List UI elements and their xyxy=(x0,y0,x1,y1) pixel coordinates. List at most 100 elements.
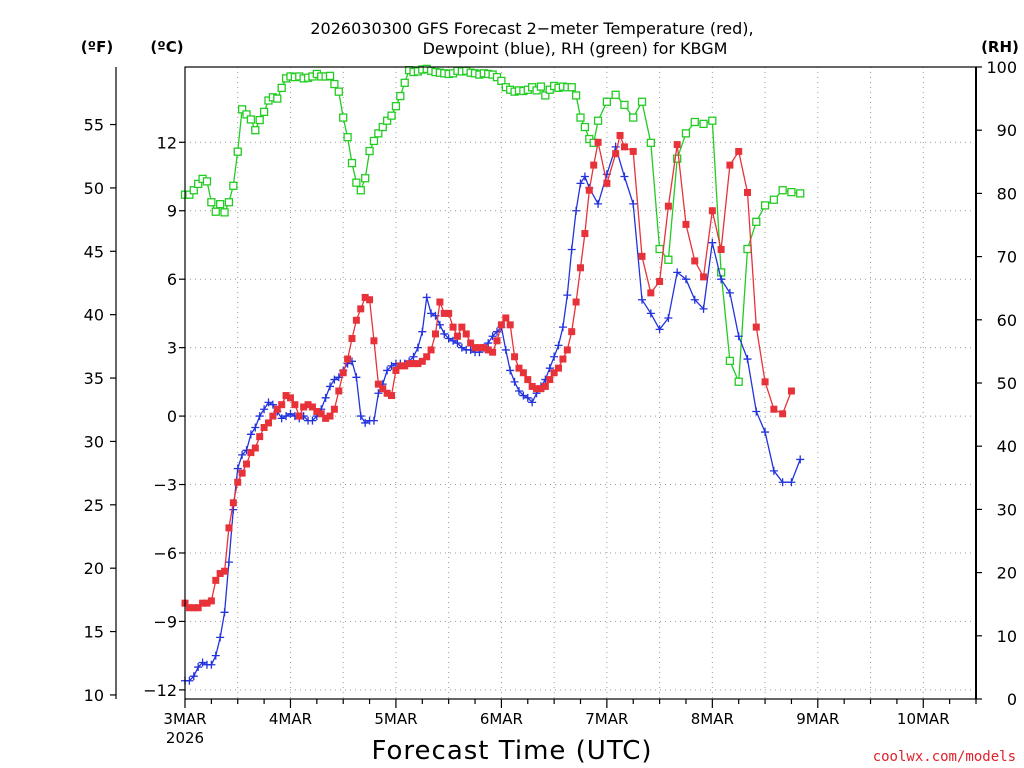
credit-link[interactable]: coolwx.com/models xyxy=(873,749,1016,765)
dewpoint-point xyxy=(646,309,655,318)
dewpoint-point xyxy=(629,199,638,208)
dewpoint-point xyxy=(638,295,647,304)
x-axis-title: Forecast Time (UTC) xyxy=(371,736,652,766)
dewpoint-point xyxy=(220,608,229,617)
temperature-point xyxy=(563,346,571,354)
temperature-point xyxy=(269,412,277,420)
temperature-point xyxy=(541,382,549,390)
rh-tick-label: 40 xyxy=(997,437,1017,456)
temperature-point xyxy=(761,378,769,386)
dewpoint-point xyxy=(352,373,361,382)
dewpoint-point xyxy=(185,676,194,685)
dewpoint-point xyxy=(361,418,370,427)
temperature-point xyxy=(427,346,435,354)
fahrenheit-tick-label: 10 xyxy=(84,686,104,705)
dewpoint-point xyxy=(268,400,277,409)
dewpoint-point xyxy=(484,339,493,348)
temperature-point xyxy=(515,364,523,372)
dewpoint-point xyxy=(673,268,682,277)
temperature-point xyxy=(537,385,545,393)
temperature-point xyxy=(493,337,501,345)
temperature-point xyxy=(339,369,347,377)
rh-point xyxy=(734,377,743,386)
temperature-point xyxy=(317,410,325,418)
temperature-point xyxy=(405,360,413,368)
temperature-point xyxy=(335,387,343,395)
axis-unit-celsius: (ºC) xyxy=(150,38,183,56)
plot-frame xyxy=(184,66,977,700)
rh-point xyxy=(378,122,387,132)
temperature-point xyxy=(348,335,356,343)
temperature-point xyxy=(190,604,198,612)
dewpoint-point xyxy=(572,206,581,215)
rh-point xyxy=(536,82,546,91)
dewpoint-point xyxy=(413,343,422,352)
temperature-point xyxy=(475,344,483,352)
dewpoint-point xyxy=(330,375,339,384)
rh-point xyxy=(273,94,282,103)
rh-tick-label: 100 xyxy=(986,58,1017,77)
temperature-point xyxy=(572,298,580,306)
rh-point xyxy=(216,199,225,209)
dewpoint-point xyxy=(449,336,458,345)
temperature-point xyxy=(708,207,716,215)
temperature-point xyxy=(533,385,541,393)
dewpoint-point xyxy=(752,407,761,416)
temperature-point xyxy=(431,330,439,338)
dewpoint-point xyxy=(207,660,216,669)
rh-point xyxy=(571,91,581,100)
dewpoint-point xyxy=(453,339,462,348)
temperature-point xyxy=(251,444,259,452)
rh-point xyxy=(330,79,339,89)
rh-point xyxy=(224,198,234,207)
celsius-tick-label: −6 xyxy=(153,544,177,563)
rh-point xyxy=(189,186,198,195)
temperature-point xyxy=(682,220,690,228)
dewpoint-point xyxy=(699,304,708,313)
x-tick-label: 5MAR xyxy=(374,710,417,728)
dewpoint-point xyxy=(796,455,805,464)
rh-point xyxy=(778,186,787,195)
dewpoint-point xyxy=(418,327,427,336)
celsius-tick-label: −12 xyxy=(143,681,177,700)
rh-point xyxy=(400,78,409,87)
dewpoint-point xyxy=(611,142,620,151)
dewpoint-point xyxy=(229,505,238,514)
temperature-point xyxy=(436,298,444,306)
temperature-point xyxy=(528,382,536,390)
temperature-point xyxy=(212,576,220,584)
dewpoint-point xyxy=(264,398,273,407)
temperature-point xyxy=(300,403,308,411)
temperature-point xyxy=(555,364,563,372)
temperature-point xyxy=(260,423,268,431)
temperature-point xyxy=(414,360,422,368)
x-tick-label: 9MAR xyxy=(796,710,839,728)
rh-point xyxy=(646,138,655,147)
rh-point xyxy=(277,83,286,93)
fahrenheit-tick-label: 30 xyxy=(84,432,104,451)
temperature-point xyxy=(185,604,193,612)
rh-point xyxy=(211,207,220,216)
dewpoint-point xyxy=(506,366,515,375)
dewpoint-point xyxy=(255,412,264,421)
dewpoint-point xyxy=(216,633,225,642)
temperature-point xyxy=(423,353,431,361)
rh-point xyxy=(497,76,506,86)
temperature-point xyxy=(357,305,365,313)
x-tick-label: 4MAR xyxy=(269,710,312,728)
rh-point xyxy=(246,115,256,124)
dewpoint-point xyxy=(194,663,203,672)
rh-point xyxy=(365,146,374,156)
temperature-point xyxy=(700,273,708,281)
dewpoint-point xyxy=(321,393,330,402)
celsius-tick-label: 12 xyxy=(157,133,177,152)
temperature-point xyxy=(616,131,624,139)
series-temperature xyxy=(181,131,795,612)
temperature-point xyxy=(344,355,352,363)
rh-point xyxy=(681,129,691,138)
rh-point xyxy=(374,129,383,138)
temperature-point xyxy=(282,392,290,400)
dewpoint-point xyxy=(563,291,572,300)
dewpoint-point xyxy=(457,343,466,352)
